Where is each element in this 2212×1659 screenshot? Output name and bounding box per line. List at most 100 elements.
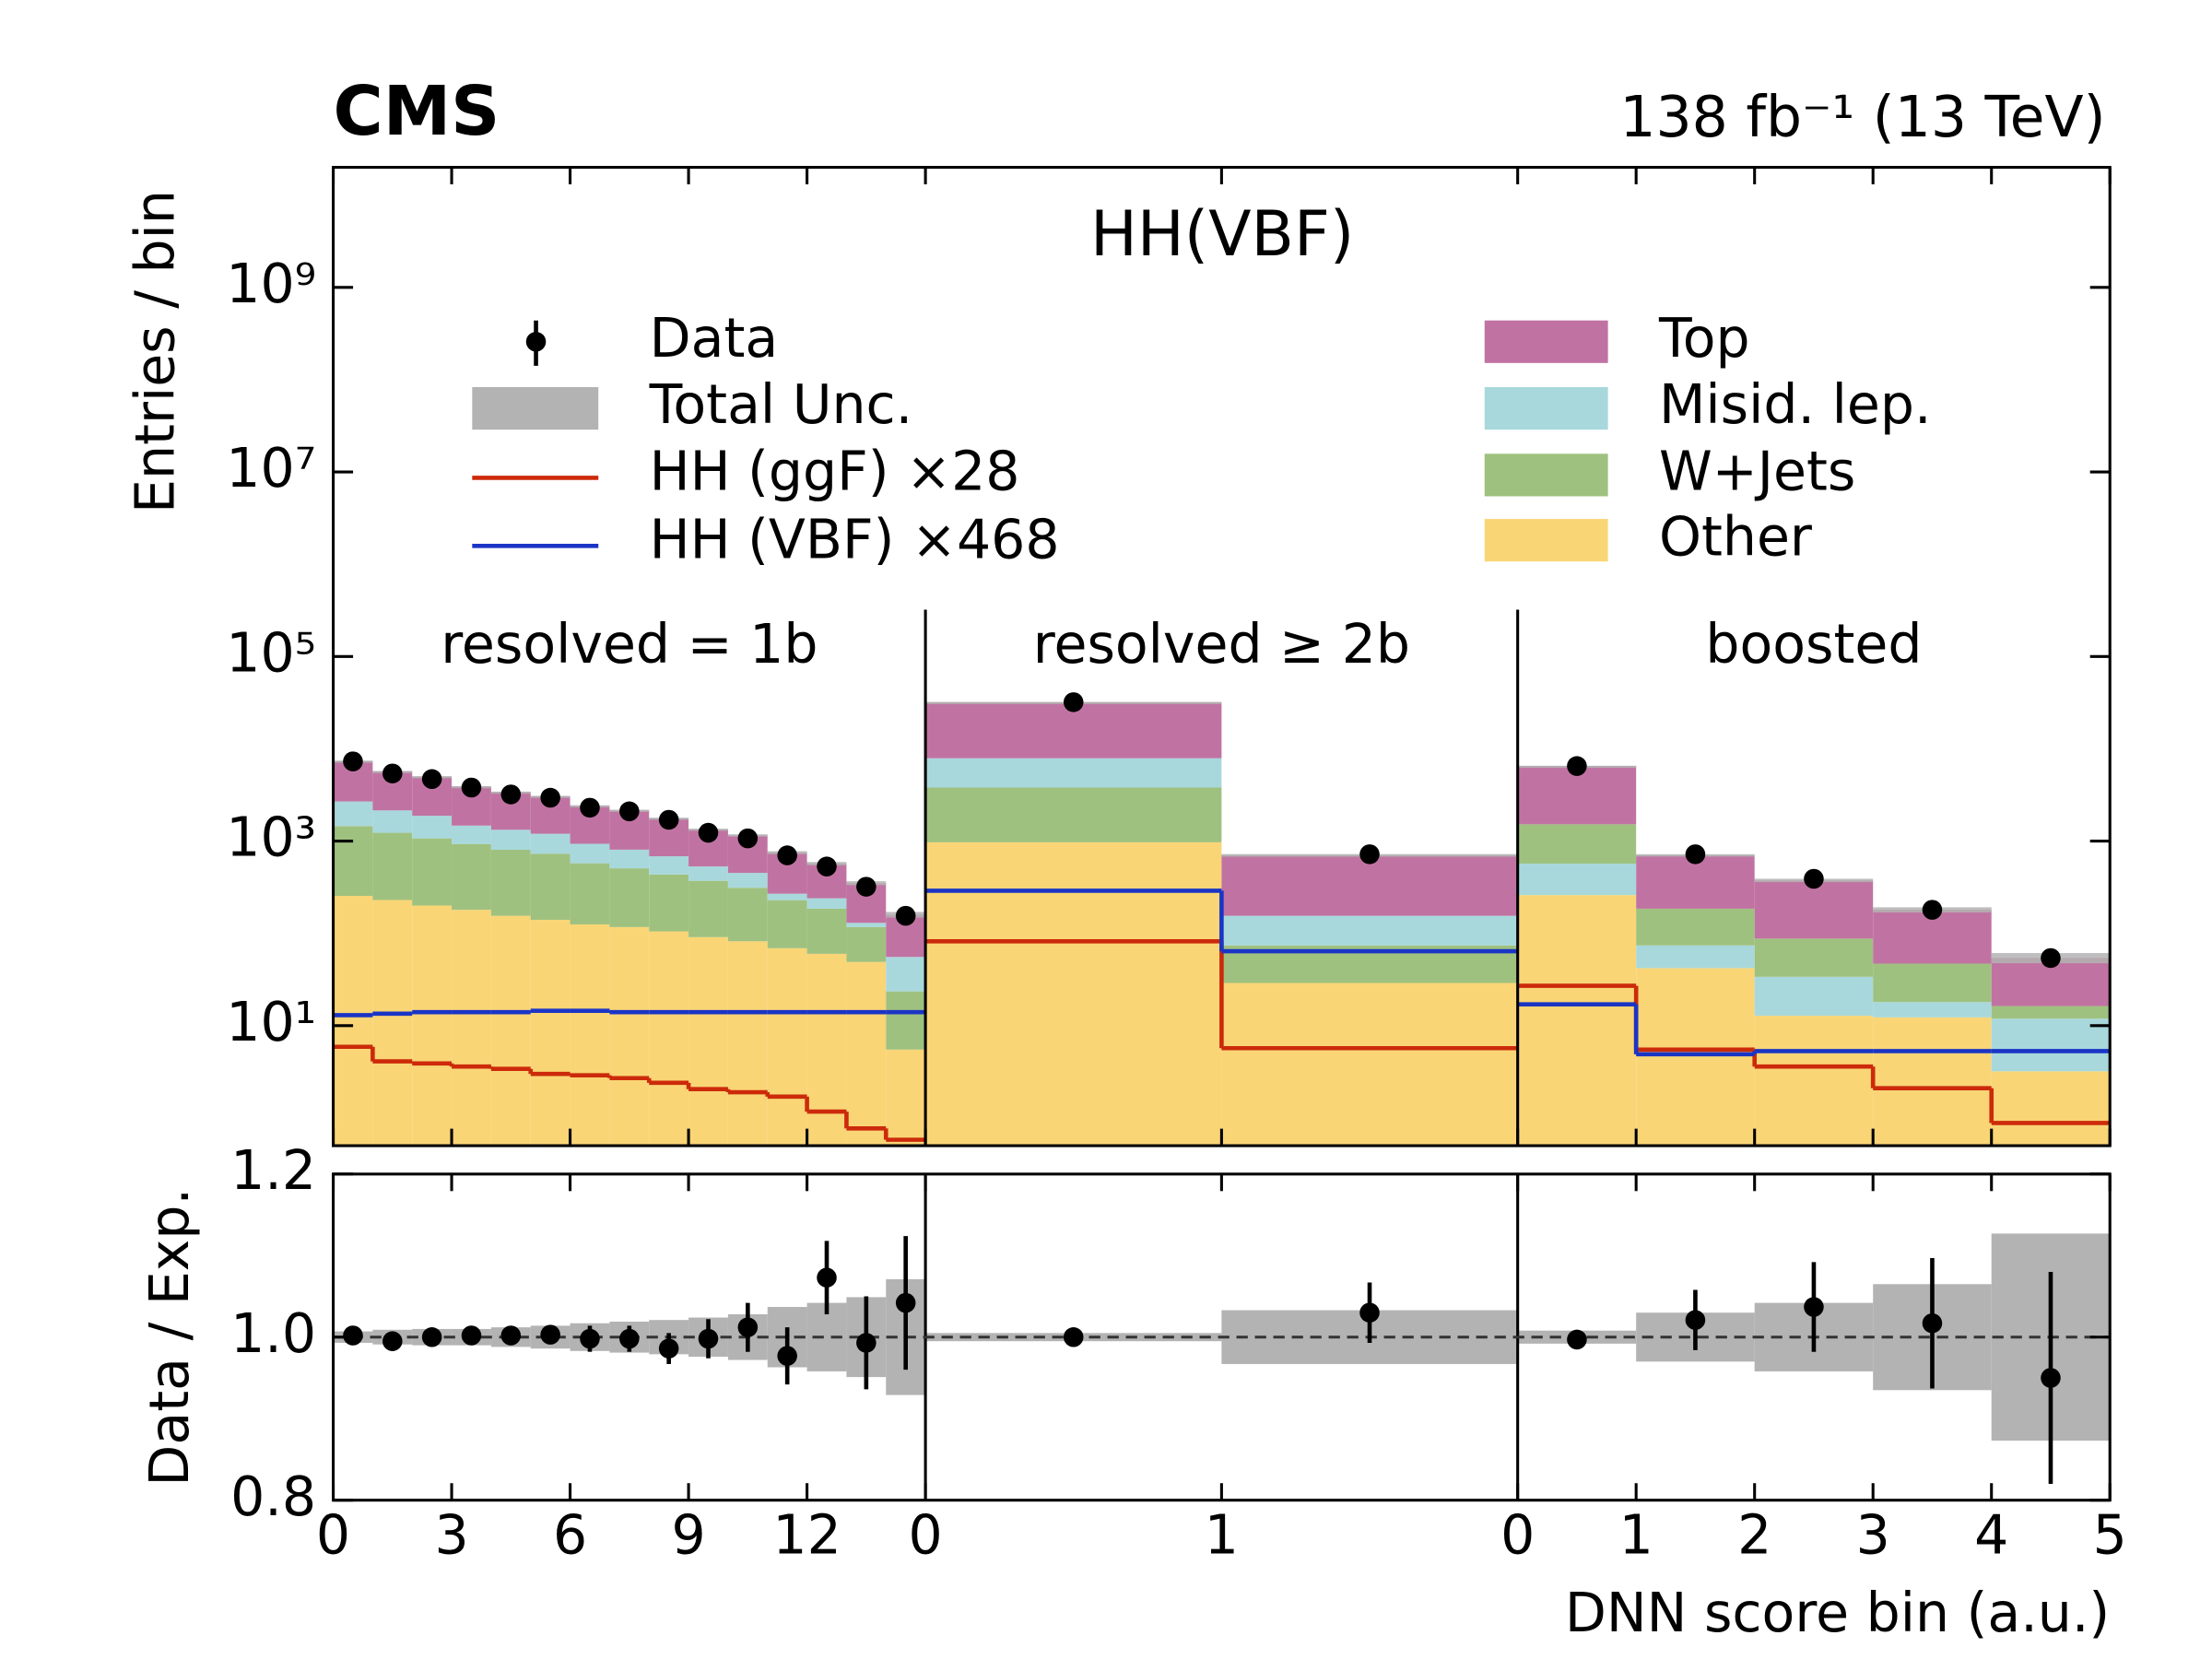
stack-bar <box>886 991 926 1050</box>
legend-swatch <box>1484 387 1608 430</box>
stack-bar <box>412 816 453 839</box>
data-point <box>1359 844 1380 865</box>
stack-bar <box>372 900 413 1147</box>
stack-bar <box>412 905 453 1147</box>
ratio-point <box>2041 1368 2061 1388</box>
stack-bar <box>886 957 926 992</box>
stack-bar <box>1754 880 1874 939</box>
y-axis-label: Entries / bin <box>124 190 186 513</box>
x-tick-label: 0 <box>909 1503 943 1566</box>
stack-bar <box>609 868 650 927</box>
cms-label: CMS <box>334 72 500 151</box>
legend-data-marker <box>525 332 547 352</box>
ratio-point <box>540 1324 560 1345</box>
data-point <box>658 809 679 830</box>
stack-bar <box>727 873 768 888</box>
x-tick-label: 12 <box>772 1503 841 1566</box>
stack-bar <box>490 849 531 916</box>
stack-bar <box>688 866 728 881</box>
stack-bar <box>609 849 650 869</box>
x-tick-label: 1 <box>1205 1503 1239 1566</box>
x-tick-label: 5 <box>2093 1503 2127 1566</box>
x-tick-label: 1 <box>1619 1503 1653 1566</box>
stack-bar <box>727 941 768 1147</box>
stack-bar <box>412 838 453 906</box>
stack-bar <box>1873 1017 1992 1147</box>
stack-bar <box>452 910 491 1147</box>
stack-bar <box>886 1049 926 1147</box>
legend-swatch <box>1484 320 1608 363</box>
data-point <box>500 784 522 805</box>
stack-bar <box>767 900 807 948</box>
y-tick-label: 10¹ <box>226 991 316 1053</box>
legend-label: W+Jets <box>1659 440 1855 502</box>
data-point <box>540 787 560 808</box>
stack-bar <box>727 888 768 942</box>
ratio-point <box>421 1327 442 1347</box>
data-point <box>461 777 482 798</box>
stack-bar <box>1221 855 1518 916</box>
stack-bar <box>1221 915 1518 946</box>
stack-bar <box>925 841 1222 1147</box>
stack-bar <box>1517 824 1637 865</box>
region-label: resolved = 1b <box>441 613 818 676</box>
stack-bar <box>1636 855 1755 909</box>
main-frame <box>332 166 2112 1147</box>
stack-bar <box>490 830 531 850</box>
data-point <box>382 763 403 783</box>
stack-bar <box>1991 1018 2111 1072</box>
stack-bar <box>806 898 847 909</box>
stack-bar <box>1517 895 1637 1147</box>
legend-swatch <box>472 387 599 430</box>
ratio-point <box>856 1333 877 1353</box>
stack-bar <box>767 947 807 1147</box>
x-axis-label: DNN score bin (a.u.) <box>1565 1582 2110 1644</box>
y-tick-label: 10⁷ <box>226 437 316 500</box>
x-tick-label: 4 <box>1974 1503 2008 1566</box>
ratio-point <box>817 1267 837 1288</box>
stack-bar <box>570 843 610 864</box>
ratio-y-tick-label: 1.2 <box>230 1139 316 1202</box>
stack-bar <box>1754 1016 1874 1147</box>
ratio-point <box>1685 1310 1706 1330</box>
legend-label: HH (ggF) ×28 <box>650 440 1020 502</box>
stack-bar <box>806 953 847 1147</box>
legend-swatch <box>1484 453 1608 497</box>
ratio-point <box>1063 1327 1084 1347</box>
data-point <box>777 845 797 865</box>
stack-bar <box>452 825 491 844</box>
stack-bar <box>570 863 610 924</box>
ratio-point <box>1922 1312 1943 1334</box>
data-point <box>1063 692 1084 712</box>
stack-bar <box>609 926 650 1147</box>
stack-bar <box>530 853 571 921</box>
ratio-point <box>1567 1329 1587 1350</box>
x-tick-label: 9 <box>671 1503 705 1566</box>
region-label: boosted <box>1705 613 1922 676</box>
ratio-point <box>658 1338 679 1359</box>
x-tick-label: 0 <box>316 1503 350 1566</box>
stack-bar <box>372 810 413 833</box>
stack-bar <box>806 908 847 954</box>
stack-bar <box>1873 963 1992 1003</box>
ratio-point <box>500 1325 522 1346</box>
ratio-y-tick-label: 1.0 <box>230 1302 316 1365</box>
ratio-y-tick-label: 0.8 <box>230 1465 316 1528</box>
stack-bar <box>649 856 689 875</box>
ratio-point <box>777 1346 797 1366</box>
stack-bar <box>530 833 571 854</box>
stack-bar <box>1636 908 1755 946</box>
data-point <box>343 751 363 771</box>
stack-bar <box>570 924 610 1147</box>
ratio-point <box>1359 1302 1380 1323</box>
ratio-point <box>343 1325 363 1346</box>
data-point <box>698 822 719 843</box>
data-point <box>421 769 442 790</box>
x-tick-label: 2 <box>1737 1503 1771 1566</box>
lumi-label: 138 fb⁻¹ (13 TeV) <box>1619 84 2105 150</box>
stack-bar <box>688 936 728 1147</box>
data-point <box>580 797 600 818</box>
stack-bar <box>1221 982 1518 1147</box>
